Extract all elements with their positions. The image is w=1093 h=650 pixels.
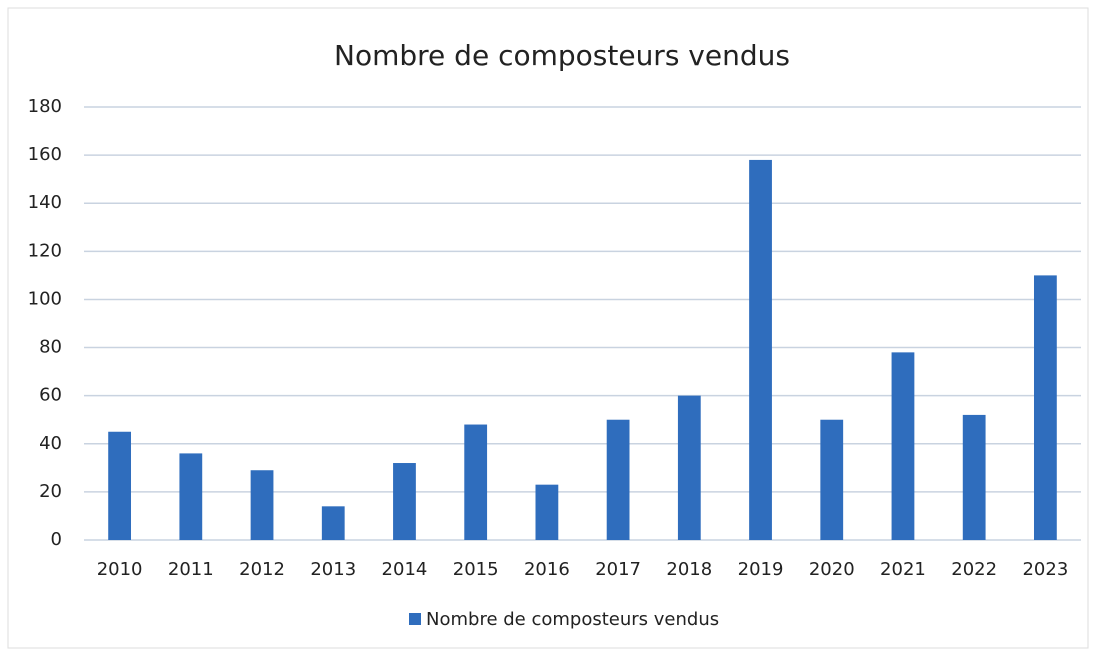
y-tick-label: 80 xyxy=(39,337,62,358)
y-tick-label: 0 xyxy=(51,529,62,550)
x-tick-label: 2010 xyxy=(97,559,143,580)
x-tick-label: 2021 xyxy=(880,559,926,580)
bar xyxy=(749,159,772,540)
x-tick-label: 2018 xyxy=(666,559,712,580)
y-tick-label: 180 xyxy=(28,96,62,117)
x-tick-label: 2012 xyxy=(239,559,285,580)
x-tick-label: 2019 xyxy=(738,559,784,580)
x-tick-label: 2011 xyxy=(168,559,214,580)
x-tick-label: 2013 xyxy=(310,559,356,580)
bar xyxy=(1033,275,1057,540)
bar xyxy=(108,431,132,540)
x-tick-label: 2016 xyxy=(524,559,570,580)
bar xyxy=(606,419,630,540)
bar xyxy=(321,506,345,540)
legend-label: Nombre de composteurs vendus xyxy=(426,609,719,630)
y-tick-label: 40 xyxy=(39,433,62,454)
y-tick-label: 20 xyxy=(39,481,62,502)
x-tick-label: 2023 xyxy=(1022,559,1068,580)
bar xyxy=(179,453,203,540)
y-tick-label: 100 xyxy=(28,288,62,309)
x-tick-label: 2017 xyxy=(595,559,641,580)
bar xyxy=(677,395,701,540)
legend-swatch xyxy=(409,613,421,625)
chart-title: Nombre de composteurs vendus xyxy=(334,39,790,72)
y-tick-label: 140 xyxy=(28,192,62,213)
bar xyxy=(250,470,274,540)
bar xyxy=(535,484,559,540)
y-tick-label: 120 xyxy=(28,240,62,261)
bar xyxy=(962,414,986,540)
x-tick-label: 2020 xyxy=(809,559,855,580)
x-tick-label: 2015 xyxy=(453,559,499,580)
y-tick-label: 160 xyxy=(28,144,62,165)
x-tick-label: 2022 xyxy=(951,559,997,580)
y-tick-label: 60 xyxy=(39,385,62,406)
bar xyxy=(820,419,844,540)
x-tick-label: 2014 xyxy=(382,559,428,580)
chart-frame xyxy=(7,7,1089,649)
bar xyxy=(464,424,488,540)
bar xyxy=(393,463,416,540)
bar xyxy=(891,352,915,540)
